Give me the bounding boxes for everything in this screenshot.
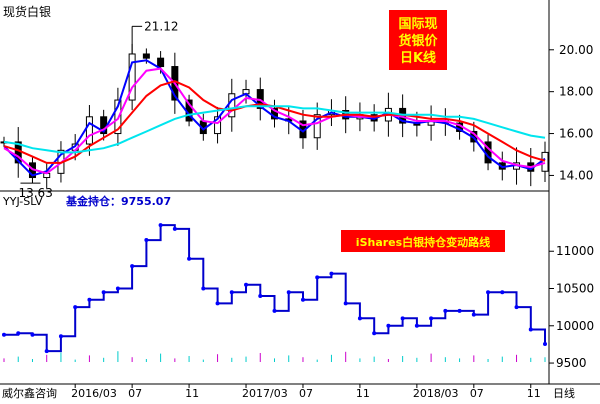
holdings-point (315, 275, 320, 280)
holdings-point (244, 282, 249, 287)
holdings-point (457, 308, 462, 313)
moving-average-lines (3, 59, 546, 177)
holdings-point (286, 290, 291, 295)
holdings-y-tick-label: 9500 (556, 356, 587, 370)
holdings-y-ticks: 11000 10500 10000 9500 (549, 244, 594, 370)
time-unit-label: 日线 (553, 386, 575, 400)
holdings-point (115, 286, 120, 291)
holdings-point (471, 312, 476, 317)
holdings-point (414, 323, 419, 328)
candle-body (214, 116, 222, 135)
holdings-point (400, 316, 405, 321)
holdings-point (343, 301, 348, 306)
candle-body (313, 114, 321, 139)
candle-body (85, 116, 93, 145)
x-tick-label: 11 (356, 387, 370, 400)
x-tick-label: 2018/03 (413, 387, 459, 400)
holdings-point (443, 308, 448, 313)
source-label: 威尔鑫咨询 (2, 386, 57, 400)
holdings-point (2, 332, 6, 337)
holdings-point (272, 308, 277, 313)
holdings-point (87, 297, 92, 302)
holdings-point (229, 290, 234, 295)
price-candles (0, 25, 549, 189)
holdings-point (73, 305, 78, 310)
holdings-point (187, 256, 192, 261)
holdings-panel-note-box (341, 230, 505, 252)
holdings-point (44, 349, 49, 354)
holdings-point (528, 327, 533, 332)
volume-bars (3, 351, 546, 362)
holdings-panel-note: iShares白银持仓变动路线 (356, 235, 490, 249)
holdings-point (201, 286, 206, 291)
x-tick-label: 2017/03 (242, 387, 288, 400)
holdings-line (4, 224, 546, 353)
x-tick-label: 2016/03 (71, 387, 117, 400)
holdings-point (514, 305, 519, 310)
holdings-point (486, 290, 491, 295)
holdings-point (372, 331, 377, 336)
instrument-label: 现货白银 (3, 4, 51, 19)
holdings-point (172, 226, 177, 231)
holdings-point (144, 238, 149, 243)
high-value-label: 21.12 (144, 19, 178, 33)
price-y-tick-label: 14.00 (559, 168, 593, 182)
price-y-ticks: 20.00 18.00 16.00 14.00 (549, 43, 593, 182)
holdings-point (30, 332, 35, 337)
low-value-label: 13.63 (18, 186, 52, 200)
holdings-point (130, 264, 135, 269)
price-panel-note-line: 货银价 (398, 33, 438, 49)
x-tick-label: 11 (185, 387, 199, 400)
holdings-point (58, 334, 63, 339)
ma-line-ma-magenta (3, 67, 546, 175)
x-tick-label: 07 (299, 387, 313, 400)
fund-label: YYJ-SLV (2, 195, 43, 208)
holdings-y-tick-label: 10500 (556, 282, 594, 296)
holdings-point (215, 301, 220, 306)
holdings-point (329, 271, 334, 276)
price-panel-note-box (389, 10, 447, 70)
price-y-tick-label: 16.00 (559, 127, 593, 141)
x-axis-ticks: 2016/03 07 11 2017/03 07 11 2018/03 07 11 (71, 384, 541, 400)
price-y-tick-label: 20.00 (559, 43, 593, 57)
ma-line-ma-blue (3, 59, 546, 177)
holdings-point (258, 293, 263, 298)
holdings-point (500, 290, 505, 295)
ma-line-ma-cyan (3, 105, 546, 154)
price-panel-note-line: 国际现 (398, 17, 437, 32)
candle-body (541, 151, 549, 172)
holdings-point (16, 331, 21, 336)
holdings-point (158, 223, 163, 228)
holdings-label: 基金持仓：9755.07 (65, 194, 171, 208)
holdings-point (357, 316, 362, 321)
x-tick-label: 07 (128, 387, 142, 400)
x-tick-label: 07 (470, 387, 484, 400)
holdings-series (2, 223, 547, 354)
x-tick-label: 11 (527, 387, 541, 400)
holdings-y-tick-label: 10000 (556, 319, 594, 333)
price-y-tick-label: 18.00 (559, 85, 593, 99)
holdings-point (101, 290, 106, 295)
price-panel-note-line: 日K线 (400, 50, 436, 66)
price-panel-note: 国际现货银价日K线 (398, 17, 438, 66)
candle-body (142, 53, 150, 59)
holdings-point (429, 316, 434, 321)
candle-body (157, 57, 165, 68)
chart-frame (0, 0, 600, 385)
holdings-point (300, 297, 305, 302)
holdings-point (543, 342, 547, 347)
holdings-y-tick-label: 11000 (556, 244, 594, 258)
holdings-point (386, 323, 391, 328)
